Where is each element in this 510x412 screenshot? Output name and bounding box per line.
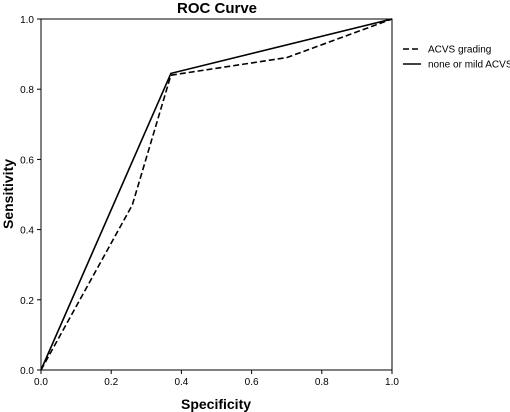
legend-label: ACVS grading [428,45,491,56]
y-tick-label: 1.0 [20,15,34,26]
x-tick-label: 0.2 [104,377,118,388]
y-tick-label: 0.4 [20,226,34,237]
y-axis-ticks: 0.0 0.2 0.4 0.6 0.8 1.0 [20,15,41,377]
x-tick-label: 1.0 [385,377,399,388]
plot-frame [40,18,393,371]
y-axis-label: Sensitivity [0,159,16,229]
x-axis-ticks: 0.0 0.2 0.4 0.6 0.8 1.0 [34,370,399,388]
series-line-none-or-mild-acvs [40,18,393,371]
x-tick-label: 0.6 [245,377,259,388]
y-tick-label: 0.6 [20,155,34,166]
legend-label: none or mild ACVS [428,60,510,71]
plot-area-border [40,18,393,371]
y-tick-label: 0.0 [20,366,34,377]
x-axis-label: Specificity [181,396,251,412]
series-line-acvs-grading [40,18,393,371]
x-tick-label: 0.0 [34,377,48,388]
chart-title: ROC Curve [177,0,257,17]
legend: ACVS grading none or mild ACVS [403,45,510,71]
y-tick-label: 0.8 [20,85,34,96]
series-lines [40,18,393,371]
x-tick-label: 0.8 [315,377,329,388]
x-tick-label: 0.4 [174,377,188,388]
y-tick-label: 0.2 [20,296,34,307]
